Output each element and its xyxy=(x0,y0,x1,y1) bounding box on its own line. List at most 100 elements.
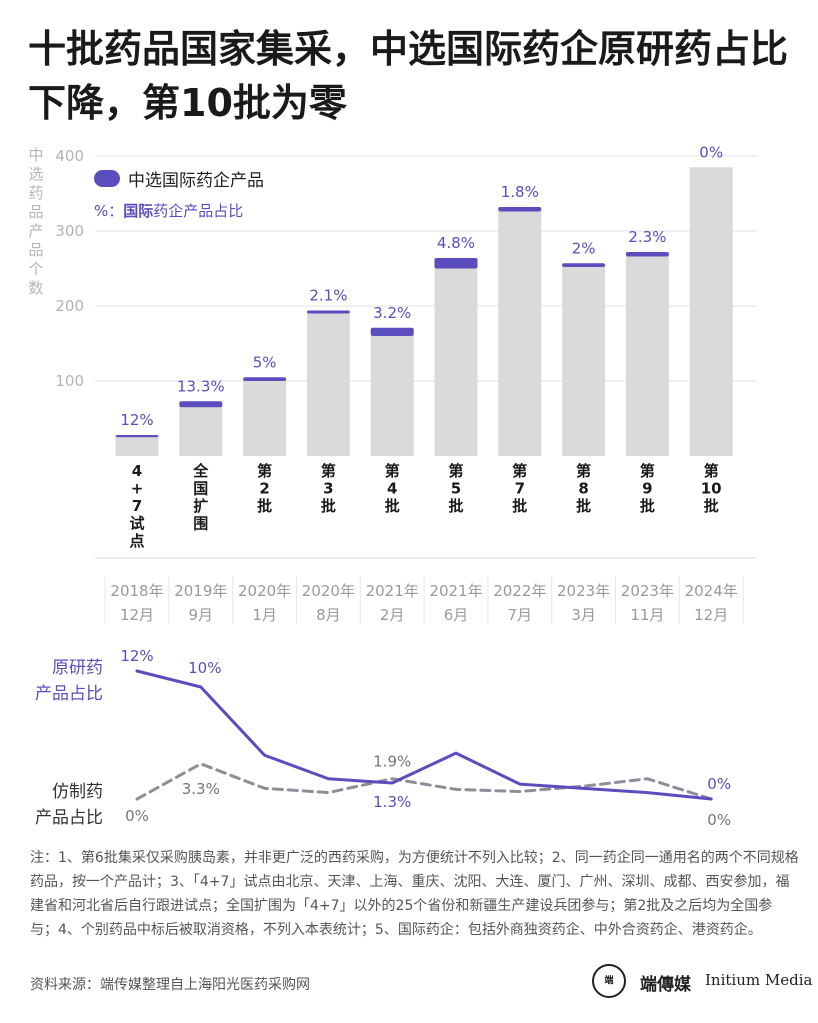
category-label-char: 7 xyxy=(132,497,142,515)
date-month-label: 2月 xyxy=(380,606,405,624)
category-label-char: 第 xyxy=(704,462,719,480)
category-label-char: 试 xyxy=(129,515,144,533)
date-month-label: 1月 xyxy=(252,606,277,624)
bar-international xyxy=(370,327,414,336)
bar-pct-label: 1.8% xyxy=(501,183,539,201)
date-year-label: 2020年 xyxy=(238,582,291,600)
category-label-char: + xyxy=(131,480,144,498)
y-tick-label: 200 xyxy=(55,297,84,315)
date-year-label: 2021年 xyxy=(429,582,482,600)
line-point-label: 1.9% xyxy=(373,753,411,771)
bar-international xyxy=(498,207,542,212)
date-year-label: 2022年 xyxy=(493,582,546,600)
bar-international xyxy=(179,401,223,408)
date-year-label: 2021年 xyxy=(366,582,419,600)
bar-international xyxy=(562,263,606,267)
category-label-char: 批 xyxy=(448,497,463,515)
date-year-label: 2020年 xyxy=(302,582,355,600)
category-label-char: 4 xyxy=(132,462,142,480)
bar-pct-label: 4.8% xyxy=(437,234,475,252)
date-year-label: 2023年 xyxy=(557,582,610,600)
brand-logo-icon: 端 xyxy=(592,964,626,998)
category-label-char: 第 xyxy=(640,462,655,480)
category-label-char: 批 xyxy=(385,497,400,515)
bar-other xyxy=(179,407,223,456)
date-month-label: 12月 xyxy=(694,606,728,624)
category-label-char: 围 xyxy=(193,515,208,533)
category-label-char: 7 xyxy=(515,480,525,498)
category-label-char: 2 xyxy=(259,480,269,498)
bar-pct-label: 3.2% xyxy=(373,304,411,322)
date-month-label: 12月 xyxy=(120,606,154,624)
category-label-char: 10 xyxy=(701,480,722,498)
bar-international xyxy=(306,310,350,314)
line-original xyxy=(135,669,713,801)
category-label-char: 点 xyxy=(129,532,144,550)
date-year-label: 2019年 xyxy=(174,582,227,600)
bar-other xyxy=(562,267,606,456)
line-point-label: 3.3% xyxy=(182,780,220,798)
line-point-label: 0% xyxy=(125,807,149,825)
category-label-char: 4 xyxy=(387,480,397,498)
bar-international xyxy=(115,435,159,438)
bar-pct-label: 5% xyxy=(253,353,277,371)
bar-pct-label: 13.3% xyxy=(177,377,225,395)
date-year-label: 2023年 xyxy=(621,582,674,600)
bar-international xyxy=(243,377,287,381)
date-month-label: 6月 xyxy=(444,606,469,624)
category-label-char: 8 xyxy=(578,480,588,498)
category-label-char: 批 xyxy=(257,497,272,515)
category-label-char: 9 xyxy=(642,480,652,498)
line-point-label: 0% xyxy=(707,775,731,793)
category-label-char: 第 xyxy=(448,462,463,480)
category-label-char: 第 xyxy=(512,462,527,480)
generic-drug-label: 仿制药 xyxy=(52,782,103,802)
y-axis-label: 中选药品产品个数 xyxy=(28,146,44,297)
legend-swatch xyxy=(94,170,120,187)
bar-other xyxy=(625,256,669,456)
brand-name-en: Initium Media xyxy=(705,971,813,989)
legend-series-label: 中选国际药企产品 xyxy=(128,171,264,191)
date-month-label: 11月 xyxy=(630,606,664,624)
brand-name-cn: 端傳媒 xyxy=(640,975,691,995)
category-label-char: 第 xyxy=(321,462,336,480)
bar-pct-label: 2.3% xyxy=(628,228,666,246)
category-label-char: 5 xyxy=(451,480,461,498)
bar-other xyxy=(243,381,287,456)
line-point-label: 0% xyxy=(707,811,731,829)
category-label-char: 3 xyxy=(323,480,333,498)
generic-drug-label: 产品占比 xyxy=(35,808,103,828)
legend-pct-label: %：国际药企产品占比 xyxy=(94,200,243,221)
bar-pct-label: 2% xyxy=(572,239,596,257)
date-month-label: 7月 xyxy=(508,606,533,624)
date-month-label: 9月 xyxy=(189,606,214,624)
y-tick-label: 300 xyxy=(55,222,84,240)
category-label-char: 批 xyxy=(512,497,527,515)
original-drug-label: 产品占比 xyxy=(35,684,103,704)
bar-other xyxy=(434,268,478,456)
date-month-label: 3月 xyxy=(571,606,596,624)
line-point-label: 10% xyxy=(188,659,221,677)
category-label-char: 批 xyxy=(321,497,336,515)
date-year-label: 2024年 xyxy=(685,582,738,600)
line-point-label: 12% xyxy=(120,647,153,665)
page-title: 十批药品国家集采，中选国际药企原研药占比下降，第10批为零 xyxy=(28,27,789,125)
category-panel xyxy=(95,456,757,558)
category-label-char: 第 xyxy=(257,462,272,480)
bar-other xyxy=(370,336,414,456)
category-label-char: 国 xyxy=(193,480,208,498)
category-label-char: 第 xyxy=(385,462,400,480)
bar-pct-label: 2.1% xyxy=(309,287,347,305)
y-tick-label: 100 xyxy=(55,372,84,390)
bar-chart: 10020030040012%4+7试点2018年12月13.3%全国扩围201… xyxy=(55,143,757,624)
date-year-label: 2018年 xyxy=(110,582,163,600)
bar-pct-label: 12% xyxy=(120,411,153,429)
legend-pct-rest: 药企产品占比 xyxy=(153,202,244,220)
original-drug-label: 原研药 xyxy=(52,658,103,678)
line-generic xyxy=(135,762,713,801)
bar-other xyxy=(115,437,159,456)
category-label-char: 第 xyxy=(576,462,591,480)
category-label-char: 批 xyxy=(704,497,719,515)
bar-international xyxy=(625,252,669,257)
